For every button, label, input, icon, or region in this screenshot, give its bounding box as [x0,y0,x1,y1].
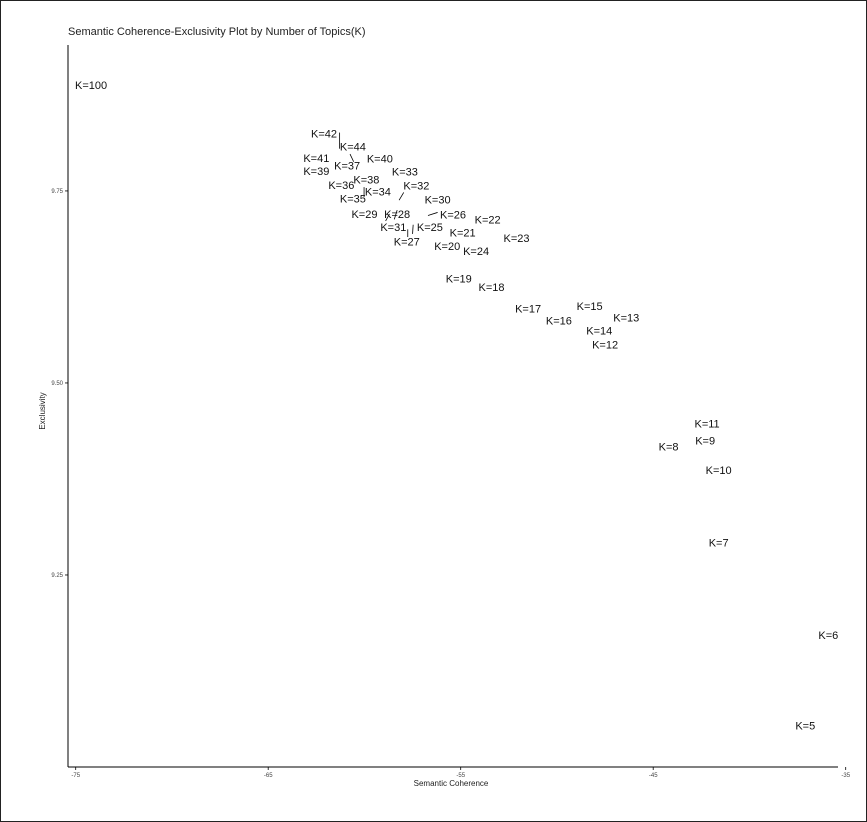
point-label: K=5 [795,721,815,733]
point-label: K=37 [334,161,360,173]
point-label: K=27 [394,237,420,249]
point-label: K=36 [328,180,354,192]
x-tick-label: -55 [456,773,465,779]
point-label: K=31 [380,222,406,234]
x-axis-title: Semantic Coherence [414,779,489,788]
point-label: K=34 [365,187,391,199]
leader-line [393,210,398,220]
point-label: K=19 [446,273,472,285]
leader-line [385,213,390,222]
x-tick-label: -75 [71,773,80,779]
point-label: K=12 [592,340,618,352]
point-label: K=6 [818,630,838,642]
point-label: K=32 [403,181,429,193]
point-label: K=21 [450,227,476,239]
point-label: K=8 [659,442,679,454]
leader-line [427,212,438,216]
x-tick-label: -35 [841,773,850,779]
x-tick-label: -45 [649,773,658,779]
point-label: K=7 [709,538,729,550]
y-tick-label: 9.25 [51,573,63,579]
point-label: K=35 [340,194,366,206]
point-label: K=100 [75,80,107,92]
chart-title: Semantic Coherence-Exclusivity Plot by N… [68,26,366,38]
y-tick-label: 9.50 [51,381,63,387]
point-label: K=38 [353,174,379,186]
point-label: K=18 [479,282,505,294]
axis-ticks: -75 -65 -55 -45 -35 9.25 9.50 9.75 [51,189,850,779]
point-label: K=33 [392,167,418,179]
point-label: K=17 [515,303,541,315]
y-tick-label: 9.75 [51,189,63,195]
point-label: K=42 [311,128,337,140]
point-label: K=25 [417,222,443,234]
point-label: K=13 [613,313,639,325]
point-label: K=24 [463,246,489,258]
point-label: K=14 [586,326,612,338]
point-label: K=22 [475,214,501,226]
point-label: K=41 [303,153,329,165]
y-axis-title: Exclusivity [38,392,47,429]
leader-lines [339,132,438,238]
point-label: K=28 [384,209,410,221]
point-label: K=9 [695,436,715,448]
point-label: K=16 [546,316,572,328]
point-label: K=23 [504,233,530,245]
point-label: K=39 [303,166,329,178]
leader-line [349,153,355,162]
point-label: K=40 [367,154,393,166]
x-tick-label: -65 [264,773,273,779]
leader-line [398,192,405,201]
point-label: K=44 [340,141,366,153]
point-label: K=11 [695,419,720,431]
point-label: K=30 [425,194,451,206]
leader-line [412,224,414,234]
point-label: K=20 [434,241,460,253]
point-label: K=10 [706,465,732,477]
point-label: K=29 [351,209,377,221]
point-label: K=26 [440,210,466,222]
point-label: K=15 [577,301,603,313]
